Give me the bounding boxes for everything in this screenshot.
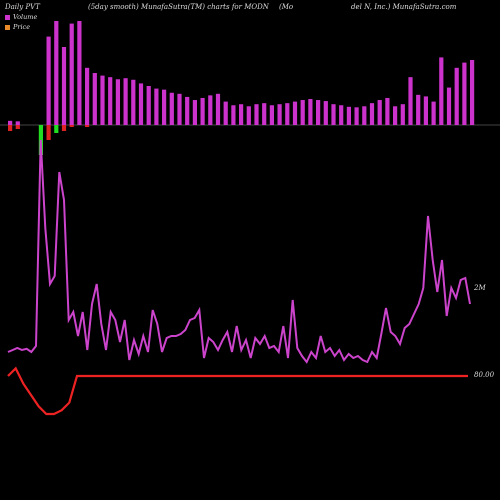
volume-bar (200, 97, 205, 125)
volume-bar (108, 77, 113, 125)
volume-bar (262, 103, 267, 125)
volume-bar (115, 79, 120, 125)
volume-bar (123, 78, 128, 125)
volume-bar (346, 106, 351, 125)
volume-bar (339, 105, 344, 125)
legend-volume-swatch (5, 14, 10, 20)
volume-bar (162, 89, 167, 125)
volume-bar (85, 67, 90, 125)
chart-label-left: Daily PVT (5, 3, 40, 11)
chart-title-company-b: del N, Inc.) MunafaSutra.com (351, 3, 457, 11)
volume-bar (446, 87, 452, 125)
volume-bar (308, 99, 313, 125)
legend-price-swatch (5, 24, 10, 30)
pvt-negative-bar (85, 125, 90, 127)
volume-bar (354, 107, 359, 125)
volume-bar (46, 36, 51, 125)
volume-bar (54, 21, 59, 125)
pvt-negative-bar (69, 125, 74, 127)
pvt-negative-bar (15, 125, 20, 129)
volume-bar (369, 103, 375, 125)
volume-bar (462, 62, 467, 125)
volume-bar (77, 21, 82, 125)
pvt-negative-bar (54, 125, 59, 133)
volume-bar (192, 100, 197, 125)
legend-price-label: Price (13, 23, 31, 31)
volume-bar (316, 100, 321, 125)
volume-bar (61, 47, 67, 125)
volume-bar (408, 77, 413, 125)
volume-bar (470, 60, 475, 125)
volume-bar (277, 104, 282, 125)
price-line (7, 366, 468, 416)
volume-bar (400, 104, 405, 125)
volume-bar (223, 101, 228, 125)
volume-bar (154, 88, 159, 125)
volume-bar (92, 73, 97, 125)
volume-bar (377, 100, 382, 125)
volume-bar (300, 100, 305, 125)
volume-bar (15, 121, 20, 125)
volume-bar (131, 79, 136, 125)
volume-bar (439, 57, 444, 125)
legend-volume-label: Volume (13, 13, 38, 21)
volume-bar (454, 67, 459, 125)
volume-bar (215, 93, 221, 125)
volume-bar (285, 103, 290, 125)
volume-bar (246, 106, 251, 125)
pvt-line (7, 139, 471, 364)
volume-bar (269, 105, 274, 125)
pvt-negative-bar (46, 125, 51, 140)
volume-bar (423, 96, 428, 125)
volume-bar (254, 104, 259, 125)
volume-bar (323, 101, 328, 125)
volume-bar (431, 101, 436, 125)
volume-bar (362, 106, 367, 125)
volume-bar (169, 92, 174, 125)
pvt-negative-bar (61, 125, 67, 131)
volume-bar (69, 23, 74, 126)
volume-bar (292, 101, 298, 125)
volume-bar (146, 86, 151, 125)
volume-bar (177, 93, 182, 125)
volume-bar (208, 95, 213, 125)
volume-bar (138, 83, 144, 125)
volume-bar (231, 105, 236, 125)
volume-bar (385, 97, 390, 125)
volume-bar (331, 104, 336, 125)
volume-bar (239, 104, 244, 125)
price-end-label: 80.00 (474, 371, 495, 379)
pvt-end-label: 2M (473, 284, 486, 292)
legend-volume: Volume (5, 13, 37, 21)
volume-bar (100, 75, 105, 125)
legend-price: Price (5, 23, 30, 31)
volume-bar (393, 106, 398, 125)
chart-title: (5day smooth) MunafaSutra(TM) charts for… (88, 3, 269, 11)
volume-bar (416, 94, 421, 125)
pvt-negative-bar (8, 125, 13, 131)
volume-bar (8, 120, 13, 125)
chart-title-company-a: (Mo (279, 3, 294, 11)
volume-bar (185, 96, 190, 125)
